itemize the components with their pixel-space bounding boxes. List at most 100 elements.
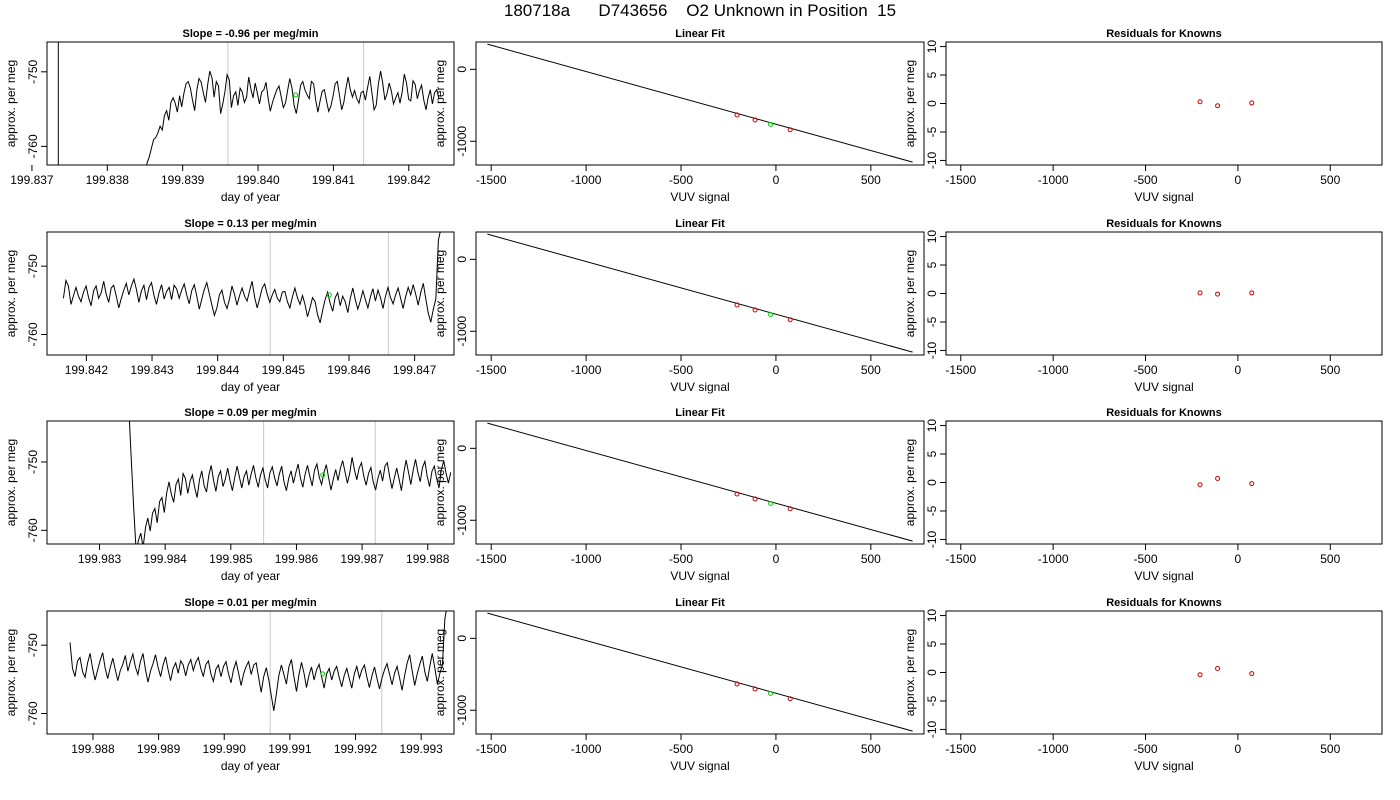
plot-area xyxy=(487,422,913,542)
y-axis-label: approx. per meg xyxy=(903,250,917,337)
data-point xyxy=(1249,671,1255,677)
y-tick-label: -750 xyxy=(26,59,40,83)
chart-panel-2: Linear Fit -1500 -1000 -500 0 500 -1000 0 VUV si… xyxy=(433,28,925,204)
plot-frame xyxy=(945,420,1383,545)
y-tick-label: 0 xyxy=(925,479,939,486)
data-point xyxy=(1215,666,1221,672)
y-tick-label: 0 xyxy=(925,669,939,676)
y-axis-label: approx. per meg xyxy=(903,439,917,526)
x-tick-label: -1000 xyxy=(1038,742,1069,756)
x-axis-label: VUV signal xyxy=(1134,380,1193,394)
chart-panel-12: Residuals for Knowns -1500 -1000 -500 0 500 -1… xyxy=(903,597,1383,773)
x-axis-label: VUV signal xyxy=(1134,569,1193,583)
x-tick-label: 199.991 xyxy=(268,742,312,756)
data-point xyxy=(1249,290,1255,296)
x-tick-label: 199.843 xyxy=(130,363,174,377)
plot-area xyxy=(69,611,447,734)
fit-line xyxy=(487,43,913,163)
y-axis-label: approx. per meg xyxy=(433,250,447,337)
plot-area xyxy=(62,232,441,355)
plot-area xyxy=(1197,476,1255,488)
y-axis-label: approx. per meg xyxy=(903,629,917,716)
y-tick-label: -5 xyxy=(925,316,939,327)
plot-frame xyxy=(46,231,455,356)
plot-area xyxy=(487,233,913,353)
panel-title: Slope = -0.96 per meg/min xyxy=(182,28,318,40)
y-tick-label: -10 xyxy=(925,720,939,738)
x-tick-label: -1500 xyxy=(476,552,507,566)
y-axis-label: approx. per meg xyxy=(4,439,18,526)
plot-frame xyxy=(475,41,925,166)
data-point xyxy=(1197,482,1203,488)
x-tick-label: 500 xyxy=(1320,742,1340,756)
x-tick-label: 0 xyxy=(1235,173,1242,187)
x-tick-label: -1500 xyxy=(476,742,507,756)
plot-area xyxy=(1197,290,1255,297)
chart-panel-4: Slope = 0.13 per meg/min 199.842 199.843 19… xyxy=(4,218,455,394)
series-line xyxy=(146,70,440,165)
y-axis-label: approx. per meg xyxy=(4,60,18,147)
fit-line xyxy=(487,233,913,353)
x-axis-label: day of year xyxy=(221,569,280,583)
plot-frame xyxy=(46,610,455,735)
data-point xyxy=(1249,481,1255,487)
data-point xyxy=(1215,476,1221,482)
x-tick-label: 500 xyxy=(861,742,881,756)
series-line xyxy=(62,232,441,324)
y-axis-label: approx. per meg xyxy=(433,629,447,716)
x-tick-label: -1000 xyxy=(571,742,602,756)
x-tick-label: 199.984 xyxy=(143,552,187,566)
x-tick-label: 199.985 xyxy=(209,552,253,566)
y-tick-label: 10 xyxy=(925,40,939,54)
plot-frame xyxy=(475,420,925,545)
x-tick-label: 199.987 xyxy=(340,552,384,566)
x-tick-label: 500 xyxy=(861,173,881,187)
x-tick-label: 500 xyxy=(861,363,881,377)
plot-area xyxy=(1197,99,1255,109)
plot-frame xyxy=(475,610,925,735)
x-tick-label: 199.992 xyxy=(334,742,378,756)
y-tick-label: -750 xyxy=(26,450,40,474)
x-tick-label: -500 xyxy=(1134,742,1158,756)
data-point xyxy=(734,491,740,497)
panel-title: Linear Fit xyxy=(675,28,725,40)
chart-panel-5: Linear Fit -1500 -1000 -500 0 500 -1000 0 VUV si… xyxy=(433,218,925,394)
y-tick-label: 10 xyxy=(925,609,939,623)
x-tick-label: -500 xyxy=(669,552,693,566)
x-tick-label: 199.989 xyxy=(137,742,181,756)
x-axis-label: VUV signal xyxy=(670,380,729,394)
y-tick-label: 0 xyxy=(455,66,469,73)
x-axis-label: VUV signal xyxy=(1134,759,1193,773)
x-tick-label: -1000 xyxy=(571,363,602,377)
x-tick-label: -500 xyxy=(1134,363,1158,377)
plot-area xyxy=(57,42,440,165)
y-tick-label: -760 xyxy=(26,518,40,542)
x-axis-label: VUV signal xyxy=(1134,190,1193,204)
panel-title: Residuals for Knowns xyxy=(1106,597,1222,609)
data-point xyxy=(1249,100,1255,106)
x-axis-label: VUV signal xyxy=(670,190,729,204)
y-axis-label: approx. per meg xyxy=(903,60,917,147)
data-point xyxy=(768,690,774,696)
chart-panel-3: Residuals for Knowns -1500 -1000 -500 0 500 -1… xyxy=(903,28,1383,204)
panel-title: Slope = 0.09 per meg/min xyxy=(184,407,317,419)
x-tick-label: 199.841 xyxy=(312,173,356,187)
x-tick-label: 199.847 xyxy=(393,363,437,377)
x-axis-label: VUV signal xyxy=(670,759,729,773)
data-point xyxy=(1197,290,1203,296)
x-tick-label: 199.845 xyxy=(262,363,306,377)
x-tick-label: -1500 xyxy=(945,552,976,566)
x-tick-label: -1500 xyxy=(945,363,976,377)
x-tick-label: 199.844 xyxy=(196,363,240,377)
x-tick-label: 500 xyxy=(861,552,881,566)
chart-panel-6: Residuals for Knowns -1500 -1000 -500 0 500 -1… xyxy=(903,218,1383,394)
x-tick-label: -1500 xyxy=(476,363,507,377)
fit-line xyxy=(487,422,913,542)
x-tick-label: 0 xyxy=(1235,363,1242,377)
y-tick-label: -5 xyxy=(925,126,939,137)
x-tick-label: 500 xyxy=(1320,173,1340,187)
data-point xyxy=(787,506,793,512)
x-tick-label: -500 xyxy=(1134,552,1158,566)
chart-panel-8: Linear Fit -1500 -1000 -500 0 500 -1000 0 VUV si… xyxy=(433,407,925,583)
data-point xyxy=(1197,99,1203,105)
